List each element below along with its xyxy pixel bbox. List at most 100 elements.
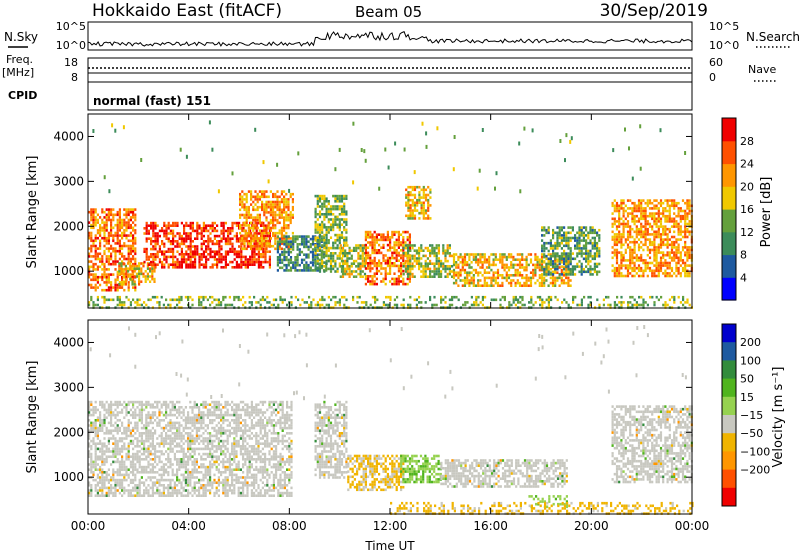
data-cell (269, 218, 272, 222)
data-cell (118, 216, 121, 219)
data-cell (673, 253, 676, 257)
data-cell (375, 267, 378, 270)
data-cell (589, 301, 592, 304)
data-cell (96, 278, 99, 282)
data-cell (305, 240, 308, 243)
data-cell (209, 227, 212, 230)
data-cell (325, 269, 328, 272)
data-cell (256, 205, 259, 209)
data-cell (580, 265, 583, 268)
data-cell (241, 198, 244, 201)
data-cell (340, 218, 344, 221)
data-cell (413, 214, 417, 218)
data-cell (105, 218, 108, 222)
data-cell (605, 295, 608, 299)
data-cell (618, 269, 621, 273)
data-cell (675, 240, 678, 244)
data-cell (272, 192, 275, 196)
data-cell (101, 460, 104, 464)
data-cell (409, 191, 412, 194)
data-cell (490, 276, 493, 280)
data-cell (323, 298, 326, 302)
data-cell (629, 256, 632, 260)
data-cell (668, 207, 671, 210)
data-cell (384, 275, 387, 278)
data-cell (101, 208, 104, 211)
data-cell (207, 253, 210, 256)
data-cell (231, 266, 234, 269)
data-cell (659, 243, 663, 247)
data-cell (264, 255, 267, 259)
data-cell (455, 271, 458, 274)
data-cell (472, 268, 475, 272)
data-cell (501, 261, 504, 264)
data-cell (189, 227, 192, 230)
data-cell (673, 225, 676, 228)
data-cell (384, 272, 387, 275)
data-cell (673, 295, 676, 299)
data-cell (479, 301, 482, 304)
data-cell (338, 228, 341, 232)
data-cell (589, 273, 592, 276)
data-cell (662, 243, 665, 247)
data-cell (325, 239, 328, 242)
data-cell (459, 268, 462, 272)
data-cell (422, 217, 425, 220)
data-cell (265, 242, 268, 245)
data-cell (558, 244, 561, 248)
data-cell (224, 260, 227, 264)
data-cell (303, 301, 306, 304)
data-cell (176, 303, 179, 307)
data-cell (455, 295, 458, 299)
data-cell (598, 262, 601, 266)
data-cell (626, 264, 630, 267)
data-cell (163, 255, 166, 259)
data-cell (395, 256, 398, 260)
data-cell (99, 489, 102, 492)
data-cell (103, 403, 106, 406)
data-cell (118, 283, 121, 286)
data-cell (558, 236, 561, 240)
data-cell (238, 221, 241, 225)
data-cell (96, 458, 99, 461)
data-cell (254, 234, 257, 238)
data-cell (125, 216, 128, 219)
data-cell (96, 213, 99, 217)
data-cell (298, 243, 301, 246)
data-cell (340, 210, 344, 213)
data-cell (187, 253, 190, 256)
data-cell (103, 437, 106, 440)
data-cell (107, 255, 110, 258)
data-cell (633, 207, 636, 210)
data-cell (105, 411, 108, 414)
data-cell (288, 188, 291, 193)
data-cell (103, 419, 106, 422)
data-cell (121, 303, 124, 307)
data-cell (209, 240, 212, 243)
data-cell (350, 272, 353, 276)
data-cell (218, 242, 221, 246)
data-cell (121, 231, 124, 235)
data-cell (252, 205, 255, 209)
data-cell (134, 286, 137, 289)
data-cell (596, 241, 599, 245)
data-cell (285, 256, 288, 259)
data-cell (613, 272, 616, 275)
data-cell (107, 268, 110, 271)
data-cell (133, 270, 136, 273)
data-cell (612, 148, 615, 153)
data-cell (332, 267, 335, 271)
data-cell (668, 227, 671, 231)
data-cell (138, 262, 141, 265)
data-cell (96, 426, 99, 430)
data-cell (635, 230, 638, 234)
data-cell (589, 267, 592, 271)
data-cell (475, 298, 478, 302)
data-cell (404, 254, 407, 258)
data-cell (359, 249, 362, 252)
data-cell (646, 264, 649, 267)
data-cell (540, 263, 544, 267)
data-cell (121, 223, 124, 227)
data-cell (216, 229, 219, 233)
data-cell (123, 229, 126, 232)
